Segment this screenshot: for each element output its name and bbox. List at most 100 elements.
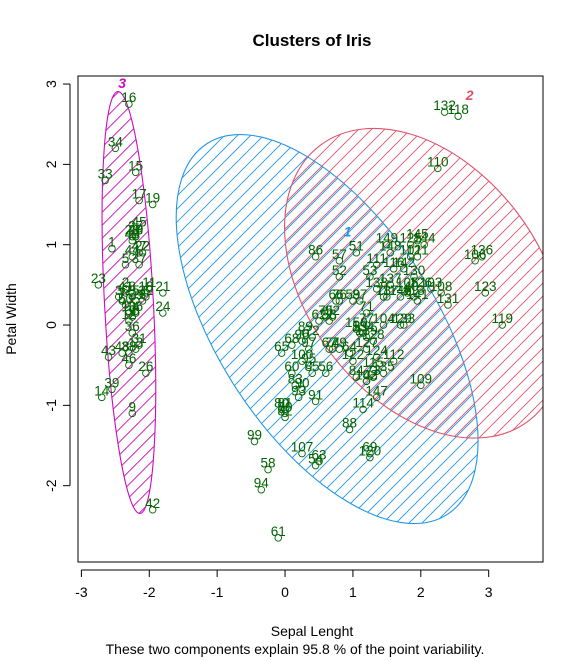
point-label: 67 — [322, 335, 337, 350]
data-point — [481, 289, 490, 297]
data-point — [135, 224, 143, 233]
point-label: 149 — [376, 231, 399, 246]
data-point — [369, 365, 378, 373]
point-label: 70 — [278, 399, 293, 414]
point-label: 120 — [359, 444, 382, 459]
point-label: 39 — [104, 375, 119, 390]
point-label: 45 — [132, 215, 147, 230]
data-point — [257, 485, 266, 494]
point-label: 60 — [284, 359, 299, 374]
point-label: 139 — [355, 323, 378, 338]
point-label: 89 — [298, 319, 313, 334]
data-points: 1234567891011121314151617181920212223242… — [91, 90, 513, 542]
point-label: 74 — [325, 335, 341, 350]
data-point — [335, 297, 344, 305]
chart-subtitle: These two components explain 95.8 % of t… — [106, 641, 485, 657]
data-point — [345, 425, 354, 434]
data-point — [427, 285, 435, 293]
data-point — [298, 337, 306, 345]
point-label: 136 — [471, 243, 494, 258]
data-point — [437, 289, 445, 297]
point-label: 21 — [155, 279, 170, 294]
data-point — [298, 357, 306, 365]
point-label: 82 — [278, 403, 293, 418]
data-point — [403, 289, 411, 297]
y-tick-label: -2 — [43, 479, 59, 492]
point-label: 137 — [379, 271, 402, 286]
data-point — [369, 337, 378, 345]
data-point — [359, 405, 367, 414]
data-point — [355, 297, 364, 305]
data-point — [366, 453, 374, 462]
point-label: 5 — [122, 251, 130, 266]
point-label: 73 — [366, 363, 381, 378]
data-point — [131, 297, 140, 305]
data-point — [400, 321, 408, 329]
point-label: 146 — [389, 283, 412, 298]
point-label: 18 — [138, 279, 153, 294]
data-point — [131, 168, 140, 177]
point-label: 80 — [274, 395, 289, 410]
data-point — [142, 369, 150, 377]
point-label: 29 — [128, 287, 143, 302]
data-point — [386, 248, 395, 257]
data-point — [308, 333, 316, 341]
data-point — [135, 196, 143, 205]
point-label: 1 — [108, 235, 116, 250]
y-tick-label: 1 — [43, 241, 59, 249]
data-point — [101, 176, 109, 185]
cluster-labels: 1 2 3 — [118, 75, 474, 240]
point-label: 117 — [376, 283, 398, 298]
point-label: 84 — [349, 363, 365, 378]
point-label: 14 — [94, 383, 110, 398]
data-point — [396, 293, 405, 301]
point-label: 123 — [474, 279, 497, 294]
point-label: 118 — [447, 102, 469, 117]
data-point — [128, 236, 137, 245]
chart-title: Clusters of Iris — [252, 31, 371, 50]
data-point — [125, 361, 133, 369]
point-label: 52 — [332, 263, 347, 278]
data-point — [131, 309, 140, 317]
point-label: 68 — [284, 331, 299, 346]
point-label: 50 — [118, 291, 133, 306]
x-tick-label: 0 — [281, 584, 289, 600]
point-label: 94 — [254, 476, 270, 491]
point-label: 22 — [135, 239, 150, 254]
data-point — [386, 281, 395, 289]
data-point — [362, 345, 371, 353]
data-point — [121, 261, 130, 269]
data-point — [98, 393, 106, 402]
data-point — [288, 369, 296, 377]
point-label: 20 — [125, 223, 140, 238]
data-point — [277, 349, 286, 357]
point-label: 23 — [91, 271, 106, 286]
point-label: 98 — [322, 307, 337, 322]
data-point — [108, 244, 116, 253]
data-point — [389, 265, 398, 273]
point-label: 27 — [128, 219, 143, 234]
point-label: 116 — [383, 255, 405, 270]
data-point — [403, 285, 411, 293]
data-point — [291, 381, 299, 390]
point-label: 105 — [396, 275, 419, 290]
data-point — [121, 289, 130, 297]
point-label: 111 — [366, 251, 387, 266]
point-label: 103 — [420, 275, 443, 290]
point-label: 66 — [328, 287, 343, 302]
x-tick-label: -3 — [75, 584, 88, 600]
point-label: 150 — [345, 315, 368, 330]
point-label: 109 — [410, 371, 433, 386]
x-tick-label: 3 — [485, 584, 493, 600]
point-label: 48 — [115, 339, 130, 354]
point-label: 41 — [118, 279, 133, 294]
data-point — [121, 285, 130, 293]
point-label: 83 — [288, 371, 303, 386]
point-label: 96 — [294, 327, 309, 342]
data-point — [332, 297, 340, 305]
point-label: 97 — [301, 335, 316, 350]
data-point — [277, 405, 286, 414]
point-label: 9 — [129, 399, 137, 414]
data-point — [396, 321, 405, 329]
data-point — [148, 200, 157, 209]
